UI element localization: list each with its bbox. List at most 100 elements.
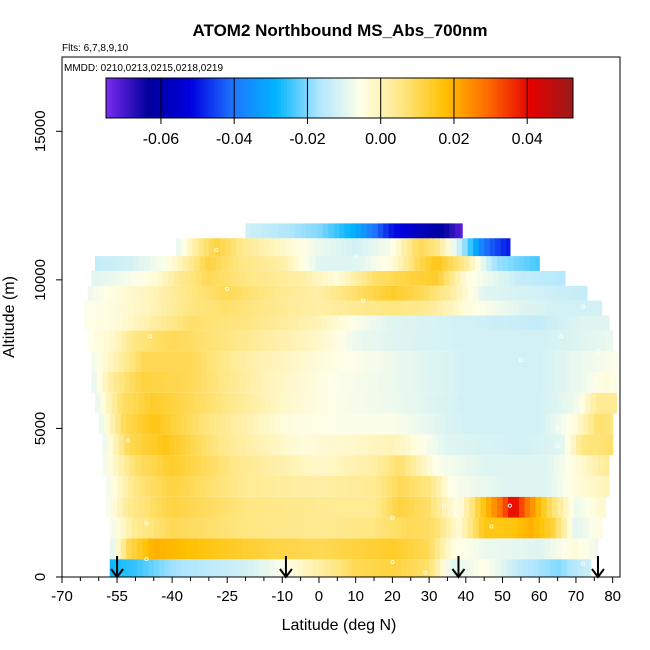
heatmap-cell: [234, 434, 241, 456]
heatmap-cell: [192, 285, 199, 301]
heatmap-cell: [285, 330, 293, 352]
colorbar-segment: [354, 78, 358, 118]
heatmap-cell: [370, 475, 377, 497]
heatmap-cell: [280, 285, 287, 301]
heatmap-cell: [407, 538, 414, 560]
heatmap-cell: [133, 300, 140, 316]
heatmap-cell: [430, 392, 438, 414]
heatmap-cell: [484, 285, 491, 301]
heatmap-cell: [320, 300, 327, 316]
heatmap-cell: [262, 270, 269, 286]
heatmap-cell: [157, 455, 164, 476]
heatmap-cell: [238, 300, 245, 316]
heatmap-cell: [219, 413, 226, 435]
x-tick-label: -55: [106, 588, 128, 605]
heatmap-cell: [100, 315, 107, 331]
heatmap-cell: [339, 455, 346, 476]
heatmap-cell: [359, 392, 366, 414]
heatmap-cell: [363, 238, 370, 257]
colorbar-segment: [170, 78, 174, 118]
heatmap-cell: [348, 475, 355, 497]
heatmap-cell: [390, 330, 397, 352]
heatmap-cell: [307, 330, 315, 352]
heatmap-cell: [260, 300, 267, 316]
heatmap-cell: [309, 315, 316, 331]
heatmap-cell: [519, 392, 526, 414]
heatmap-cell: [183, 315, 190, 331]
heatmap-cell: [232, 315, 239, 331]
heatmap-cell: [84, 315, 91, 331]
heatmap-cell: [230, 517, 237, 539]
heatmap-cell: [284, 223, 291, 239]
heatmap-cell: [335, 559, 342, 577]
heatmap-cell: [539, 285, 546, 301]
heatmap-cell: [122, 475, 129, 497]
heatmap-cell: [535, 475, 542, 497]
heatmap-cell: [443, 371, 450, 393]
x-tick-label: -10: [271, 588, 293, 605]
heatmap-cell: [280, 238, 287, 257]
heatmap-cell: [500, 330, 507, 352]
colorbar-segment: [269, 78, 273, 118]
heatmap-cell: [463, 256, 471, 271]
heatmap-cell: [519, 315, 526, 331]
heatmap-cell: [274, 285, 282, 301]
heatmap-cell: [469, 256, 476, 271]
heatmap-cell: [407, 517, 414, 539]
heatmap-cell: [192, 538, 199, 560]
heatmap-cell: [405, 270, 412, 286]
heatmap-cell: [311, 223, 318, 239]
heatmap-cell: [563, 475, 570, 497]
heatmap-cell: [175, 538, 182, 560]
colorbar-segment: [193, 78, 197, 118]
heatmap-cell: [205, 256, 212, 271]
heatmap-cell: [126, 559, 133, 577]
heatmap-cell: [148, 517, 155, 539]
heatmap-cell: [474, 256, 482, 271]
heatmap-cell: [454, 351, 461, 372]
heatmap-cell: [353, 300, 360, 316]
heatmap-cell: [172, 496, 179, 518]
heatmap-cell: [175, 517, 182, 539]
heatmap-cell: [207, 270, 214, 286]
heatmap-cell: [478, 538, 485, 560]
heatmap-cell: [144, 475, 151, 497]
heatmap-cell: [260, 496, 267, 518]
heatmap-cell: [212, 270, 219, 286]
heatmap-cell: [487, 455, 494, 476]
heatmap-cell: [458, 475, 465, 497]
heatmap-cell: [377, 371, 384, 393]
heatmap-cell: [107, 434, 114, 456]
heatmap-cell: [451, 559, 458, 577]
sample-point: [148, 334, 153, 339]
heatmap-cell: [276, 475, 283, 497]
heatmap-cell: [98, 285, 105, 301]
heatmap-cell: [474, 392, 482, 414]
heatmap-cell: [238, 496, 245, 518]
heatmap-cell: [285, 517, 293, 539]
heatmap-cell: [161, 496, 168, 518]
heatmap-cell: [392, 475, 399, 497]
heatmap-cell: [282, 315, 289, 331]
heatmap-cell: [533, 413, 540, 435]
heatmap-cell: [95, 256, 102, 271]
heatmap-cell: [441, 315, 449, 331]
heatmap-cell: [98, 330, 105, 352]
colorbar-segment: [243, 78, 247, 118]
heatmap-cell: [238, 256, 245, 271]
heatmap-row: [87, 285, 588, 301]
heatmap-cell: [317, 371, 324, 393]
heatmap-cell: [361, 455, 368, 476]
heatmap-cell: [126, 413, 133, 435]
heatmap-cell: [585, 315, 592, 331]
heatmap-cell: [430, 256, 438, 271]
heatmap-cell: [293, 256, 300, 271]
heatmap-cell: [438, 371, 445, 393]
heatmap-cell: [506, 330, 513, 352]
heatmap-cell: [403, 256, 410, 271]
colorbar-segment: [561, 78, 565, 118]
heatmap-cell: [307, 538, 315, 560]
heatmap-cell: [498, 270, 505, 286]
heatmap-cell: [363, 538, 370, 560]
